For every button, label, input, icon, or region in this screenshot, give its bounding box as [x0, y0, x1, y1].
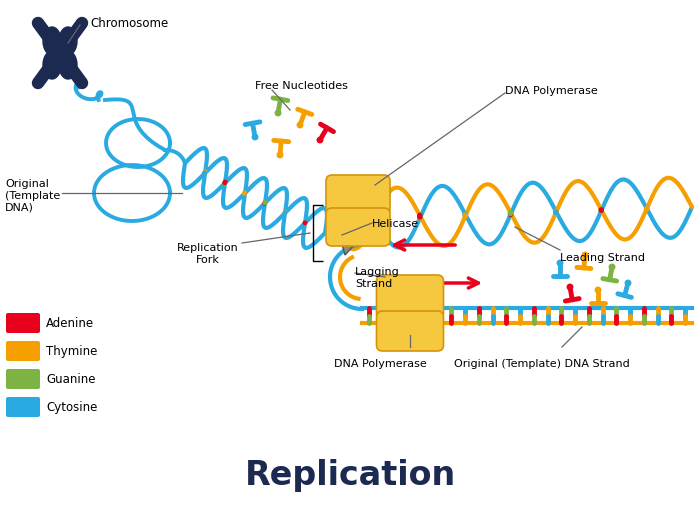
Ellipse shape	[582, 252, 588, 258]
Ellipse shape	[567, 285, 573, 290]
Text: DNA Polymerase: DNA Polymerase	[505, 86, 598, 96]
Ellipse shape	[298, 123, 302, 128]
Ellipse shape	[317, 138, 323, 143]
FancyBboxPatch shape	[326, 176, 390, 216]
Text: Adenine: Adenine	[46, 317, 94, 330]
Ellipse shape	[59, 52, 77, 80]
Text: Chromosome: Chromosome	[90, 18, 168, 30]
Text: Leading Strand: Leading Strand	[560, 252, 645, 263]
Text: Replication
Fork: Replication Fork	[177, 243, 239, 264]
Ellipse shape	[609, 265, 615, 270]
FancyBboxPatch shape	[6, 397, 40, 417]
Text: Helicase: Helicase	[372, 219, 419, 229]
FancyBboxPatch shape	[6, 341, 40, 361]
Text: Guanine: Guanine	[46, 373, 95, 386]
FancyBboxPatch shape	[326, 209, 390, 246]
FancyBboxPatch shape	[6, 314, 40, 333]
Ellipse shape	[59, 28, 77, 56]
Ellipse shape	[252, 135, 258, 140]
Text: DNA Polymerase: DNA Polymerase	[334, 358, 426, 368]
Text: Original
(Template
DNA): Original (Template DNA)	[5, 179, 60, 212]
Ellipse shape	[625, 281, 631, 286]
Text: Original (Template) DNA Strand: Original (Template) DNA Strand	[454, 358, 630, 368]
FancyBboxPatch shape	[377, 312, 444, 351]
Ellipse shape	[43, 28, 61, 56]
Text: Lagging
Strand: Lagging Strand	[355, 267, 400, 288]
FancyBboxPatch shape	[377, 275, 444, 319]
Ellipse shape	[595, 288, 601, 293]
Ellipse shape	[277, 153, 283, 159]
Polygon shape	[335, 221, 365, 256]
Ellipse shape	[275, 111, 281, 117]
Text: Replication: Replication	[244, 459, 456, 491]
Text: Free Nucleotides: Free Nucleotides	[255, 81, 348, 91]
Text: Cytosine: Cytosine	[46, 400, 97, 414]
Ellipse shape	[43, 52, 61, 80]
Text: Thymine: Thymine	[46, 345, 97, 358]
FancyBboxPatch shape	[6, 369, 40, 389]
Ellipse shape	[557, 261, 563, 266]
